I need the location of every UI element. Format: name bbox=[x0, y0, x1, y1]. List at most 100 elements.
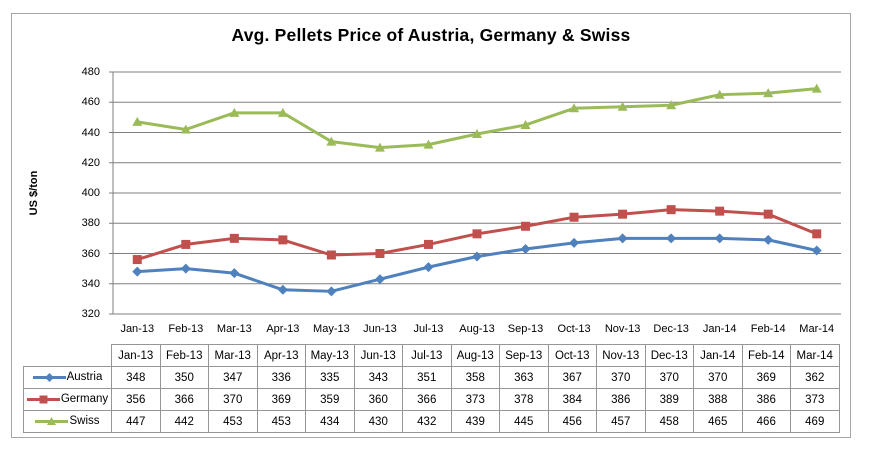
legend-cell-germany: Germany bbox=[23, 388, 112, 411]
x-tick-label: Aug-13 bbox=[459, 323, 495, 335]
germany-legend-icon bbox=[26, 395, 60, 404]
data-table: Jan-13 Feb-13 Mar-13 Apr-13 May-13 Jun-13 Jul-… bbox=[23, 344, 840, 433]
swiss-marker bbox=[132, 116, 143, 126]
month-header-cell: Apr-13 bbox=[256, 344, 306, 367]
month-header-cell: Mar-13 bbox=[208, 344, 258, 367]
month-header-cell: Sep-13 bbox=[499, 344, 549, 367]
chart-frame: Avg. Pellets Price of Austria, Germany &… bbox=[11, 13, 851, 438]
germany-marker bbox=[423, 239, 433, 249]
value-cell: 458 bbox=[644, 410, 694, 433]
austria-marker bbox=[374, 274, 385, 285]
germany-legend-marker bbox=[39, 395, 48, 404]
swiss-marker bbox=[569, 103, 580, 113]
y-tick-label: 320 bbox=[81, 308, 100, 320]
value-cell: 348 bbox=[111, 366, 161, 389]
austria-marker bbox=[472, 251, 482, 262]
germany-marker bbox=[618, 209, 628, 219]
month-header-cell: Jan-14 bbox=[693, 344, 743, 367]
legend-label: Germany bbox=[60, 393, 109, 406]
x-tick-label: Feb-14 bbox=[750, 323, 786, 335]
y-tick-label: 360 bbox=[81, 247, 100, 260]
plot-area bbox=[109, 71, 841, 315]
value-cell: 469 bbox=[790, 410, 840, 433]
x-tick-label: Jul-13 bbox=[413, 323, 444, 335]
y-tick-label: 420 bbox=[81, 156, 100, 169]
x-tick-label: Dec-13 bbox=[653, 323, 689, 335]
austria-marker bbox=[180, 263, 191, 274]
austria-marker bbox=[423, 262, 434, 273]
swiss-marker bbox=[472, 129, 482, 139]
month-header-cell: Jan-13 bbox=[111, 344, 161, 367]
germany-marker bbox=[666, 205, 676, 215]
value-cell: 447 bbox=[111, 410, 161, 433]
germany-marker bbox=[229, 233, 239, 243]
legend-cell-swiss: Swiss bbox=[23, 410, 112, 433]
value-cell: 453 bbox=[208, 410, 258, 433]
value-cell: 370 bbox=[693, 366, 743, 389]
value-cell: 434 bbox=[305, 410, 355, 433]
value-cell: 358 bbox=[450, 366, 500, 389]
value-cell: 343 bbox=[353, 366, 403, 389]
month-header-cell: Feb-14 bbox=[741, 344, 791, 367]
table-row-austria: Austria 348 350 347 336 335 343 351 358 363 367 370… bbox=[23, 366, 840, 389]
value-cell: 373 bbox=[450, 388, 500, 411]
value-cell: 370 bbox=[596, 366, 646, 389]
value-cell: 367 bbox=[547, 366, 597, 389]
value-cell: 369 bbox=[741, 366, 791, 389]
table-header-row: Jan-13 Feb-13 Mar-13 Apr-13 May-13 Jun-13 Jul-… bbox=[24, 344, 840, 367]
swiss-legend-marker bbox=[47, 416, 57, 425]
austria-marker bbox=[229, 268, 240, 279]
month-header-cell: Dec-13 bbox=[644, 344, 694, 367]
germany-marker bbox=[375, 249, 385, 258]
germany-marker bbox=[472, 229, 482, 239]
austria-marker bbox=[569, 237, 580, 248]
value-cell: 347 bbox=[208, 366, 258, 389]
value-cell: 356 bbox=[111, 388, 161, 411]
value-cell: 336 bbox=[256, 366, 306, 389]
y-tick-label: 380 bbox=[81, 217, 100, 230]
swiss-marker bbox=[326, 136, 337, 146]
value-cell: 466 bbox=[741, 410, 791, 433]
y-tick-label: 440 bbox=[81, 126, 100, 139]
x-tick-label: Jan-13 bbox=[120, 323, 155, 335]
legend-cell-austria: Austria bbox=[23, 366, 112, 389]
x-tick-label: Mar-13 bbox=[216, 323, 252, 335]
value-cell: 366 bbox=[159, 388, 209, 411]
value-cell: 362 bbox=[790, 366, 840, 389]
germany-marker bbox=[812, 229, 822, 239]
germany-marker bbox=[763, 209, 773, 219]
value-cell: 335 bbox=[305, 366, 355, 389]
value-cell: 351 bbox=[402, 366, 452, 389]
y-tick-label: 400 bbox=[81, 187, 100, 199]
value-cell: 363 bbox=[499, 366, 549, 389]
austria-marker bbox=[520, 243, 531, 254]
value-cell: 360 bbox=[353, 388, 403, 411]
table-row-germany: Germany 356 366 370 369 359 360 366 373 378 384 386… bbox=[23, 388, 840, 411]
germany-marker bbox=[278, 235, 288, 245]
value-cell: 373 bbox=[790, 388, 840, 411]
month-header-cell: Nov-13 bbox=[596, 344, 646, 367]
value-cell: 386 bbox=[596, 388, 646, 411]
austria-marker bbox=[326, 286, 337, 297]
month-header-cell: Aug-13 bbox=[450, 344, 500, 367]
value-cell: 442 bbox=[159, 410, 209, 433]
swiss-marker bbox=[423, 139, 434, 149]
germany-marker bbox=[569, 212, 579, 222]
value-cell: 456 bbox=[547, 410, 597, 433]
swiss-marker bbox=[666, 100, 677, 110]
value-cell: 378 bbox=[499, 388, 549, 411]
austria-marker bbox=[763, 234, 774, 245]
value-cell: 384 bbox=[547, 388, 597, 411]
chart-title: Avg. Pellets Price of Austria, Germany &… bbox=[231, 25, 631, 45]
germany-marker bbox=[132, 255, 142, 265]
austria-legend-marker bbox=[44, 372, 54, 382]
table-corner-cell bbox=[24, 345, 112, 367]
y-tick-label: 460 bbox=[81, 96, 100, 109]
germany-marker bbox=[181, 239, 191, 249]
value-cell: 439 bbox=[450, 410, 500, 433]
austria-marker bbox=[617, 233, 628, 244]
value-cell: 369 bbox=[256, 388, 306, 411]
swiss-legend-icon bbox=[35, 416, 69, 425]
germany-marker bbox=[521, 221, 531, 231]
